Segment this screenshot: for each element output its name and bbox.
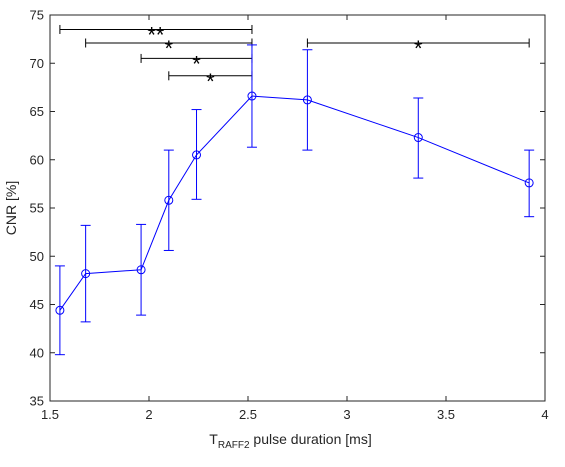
- data-point: [55, 305, 65, 315]
- y-tick-label: 40: [30, 345, 44, 360]
- x-tick-label: 2.5: [239, 407, 257, 422]
- y-tick-label: 55: [30, 201, 44, 216]
- x-axis-label-subscript: RAFF2: [218, 440, 250, 451]
- series-line: [59, 95, 530, 311]
- significance-label: *: [192, 51, 201, 76]
- y-tick-label: 65: [30, 104, 44, 119]
- y-tick-label: 70: [30, 56, 44, 71]
- data-point: [413, 133, 423, 143]
- x-tick-label: 3.5: [437, 407, 455, 422]
- significance-label: *: [414, 36, 423, 61]
- y-tick-label: 35: [30, 394, 44, 409]
- data-point: [136, 265, 146, 275]
- data-point: [247, 91, 257, 101]
- y-tick-label: 45: [30, 297, 44, 312]
- y-tick-label: 50: [30, 249, 44, 264]
- y-axis-label: CNR [%]: [3, 181, 19, 235]
- data-point: [302, 95, 312, 105]
- x-axis-label-rest: pulse duration [ms]: [250, 431, 372, 447]
- significance-label: **: [147, 22, 165, 47]
- x-axis: 1.5 2 2.5 3 3.5 4: [41, 15, 549, 422]
- x-tick-label: 3: [343, 407, 350, 422]
- x-axis-label: TRAFF2 pulse duration [ms]: [209, 431, 371, 451]
- x-tick-label: 4: [541, 407, 548, 422]
- data-point: [81, 269, 91, 279]
- significance-label: *: [206, 69, 215, 94]
- plot-content: ******: [54, 22, 535, 356]
- y-axis: 35 40 45 50 55 60 65 70 75: [30, 8, 545, 409]
- data-point: [524, 178, 534, 188]
- x-tick-label: 1.5: [41, 407, 59, 422]
- data-point: [164, 195, 174, 205]
- x-axis-label-main: T: [209, 431, 218, 447]
- data-point: [192, 150, 202, 160]
- y-tick-label: 75: [30, 8, 44, 23]
- significance-label: *: [165, 36, 174, 61]
- y-tick-label: 60: [30, 152, 44, 167]
- x-tick-label: 2: [145, 407, 152, 422]
